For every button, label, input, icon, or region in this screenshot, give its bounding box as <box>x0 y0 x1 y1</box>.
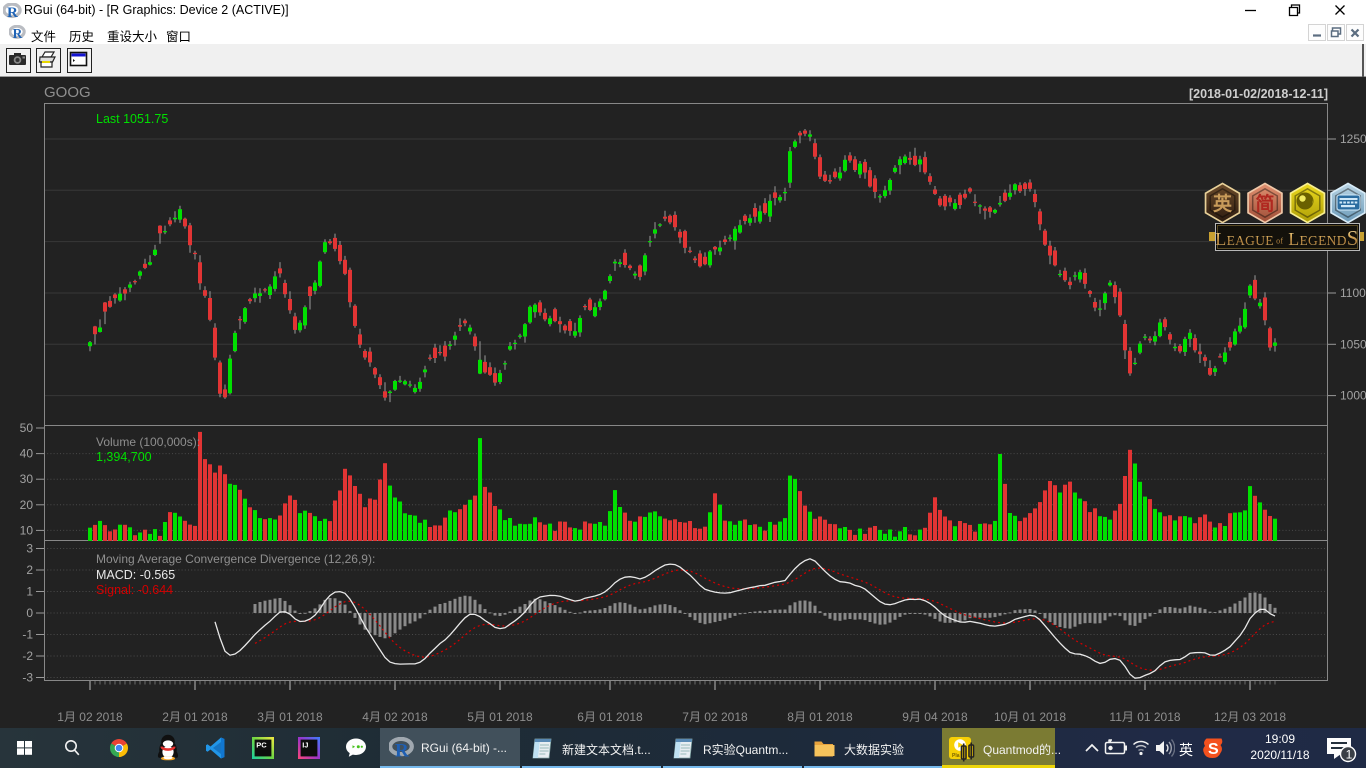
svg-text:1,394,700: 1,394,700 <box>96 450 152 464</box>
svg-text:9月 04 2018: 9月 04 2018 <box>902 710 968 724</box>
svg-text:[2018-01-02/2018-12-11]: [2018-01-02/2018-12-11] <box>1189 87 1328 101</box>
svg-text:7月 02 2018: 7月 02 2018 <box>682 710 748 724</box>
svg-text:-2: -2 <box>22 649 33 663</box>
svg-text:2: 2 <box>26 563 33 577</box>
svg-text:R: R <box>395 741 409 760</box>
svg-text:-1: -1 <box>22 628 33 642</box>
svg-text:8月 01 2018: 8月 01 2018 <box>787 710 853 724</box>
svg-text:12月 03 2018: 12月 03 2018 <box>1214 710 1286 724</box>
svg-text:6月 01 2018: 6月 01 2018 <box>577 710 643 724</box>
svg-text:Pla: Pla <box>952 753 960 759</box>
svg-text:GOOG: GOOG <box>44 84 91 101</box>
svg-text:Volume (100,000s):: Volume (100,000s): <box>96 435 200 449</box>
svg-text:50: 50 <box>20 421 34 435</box>
svg-text:0: 0 <box>26 606 33 620</box>
svg-text:2月 01 2018: 2月 01 2018 <box>162 710 228 724</box>
svg-text:英: 英 <box>1213 192 1233 215</box>
svg-text:1000: 1000 <box>1340 389 1366 403</box>
svg-text:3: 3 <box>26 542 33 556</box>
svg-text:5月 01 2018: 5月 01 2018 <box>467 710 533 724</box>
svg-text:11月 01 2018: 11月 01 2018 <box>1109 710 1180 724</box>
svg-text:简: 简 <box>1255 192 1274 215</box>
svg-text:PC: PC <box>256 741 267 750</box>
svg-text:1月 02 2018: 1月 02 2018 <box>57 710 123 724</box>
svg-text:4月 02 2018: 4月 02 2018 <box>362 710 428 724</box>
svg-text:Moving Average Convergence Div: Moving Average Convergence Divergence (1… <box>96 552 375 566</box>
svg-text:1250: 1250 <box>1340 132 1366 146</box>
svg-text:1050: 1050 <box>1340 337 1366 351</box>
svg-text:20: 20 <box>20 498 34 512</box>
svg-text:1: 1 <box>1346 748 1353 762</box>
svg-text:10: 10 <box>20 523 34 537</box>
svg-text:1: 1 <box>26 585 33 599</box>
svg-text:MACD: -0.565: MACD: -0.565 <box>96 568 175 582</box>
svg-text:3月 01 2018: 3月 01 2018 <box>257 710 323 724</box>
svg-text:30: 30 <box>20 472 34 486</box>
svg-text:40: 40 <box>20 447 34 461</box>
svg-text:R: R <box>7 5 18 19</box>
svg-text:IJ: IJ <box>302 741 308 750</box>
svg-text:S: S <box>1208 741 1219 758</box>
svg-text:R: R <box>13 26 23 40</box>
svg-text:-3: -3 <box>22 671 33 685</box>
svg-text:1100: 1100 <box>1340 286 1366 300</box>
svg-text:Last 1051.75: Last 1051.75 <box>96 112 168 126</box>
svg-text:10月 01 2018: 10月 01 2018 <box>994 710 1066 724</box>
svg-text:Signal: -0.644: Signal: -0.644 <box>96 583 173 597</box>
